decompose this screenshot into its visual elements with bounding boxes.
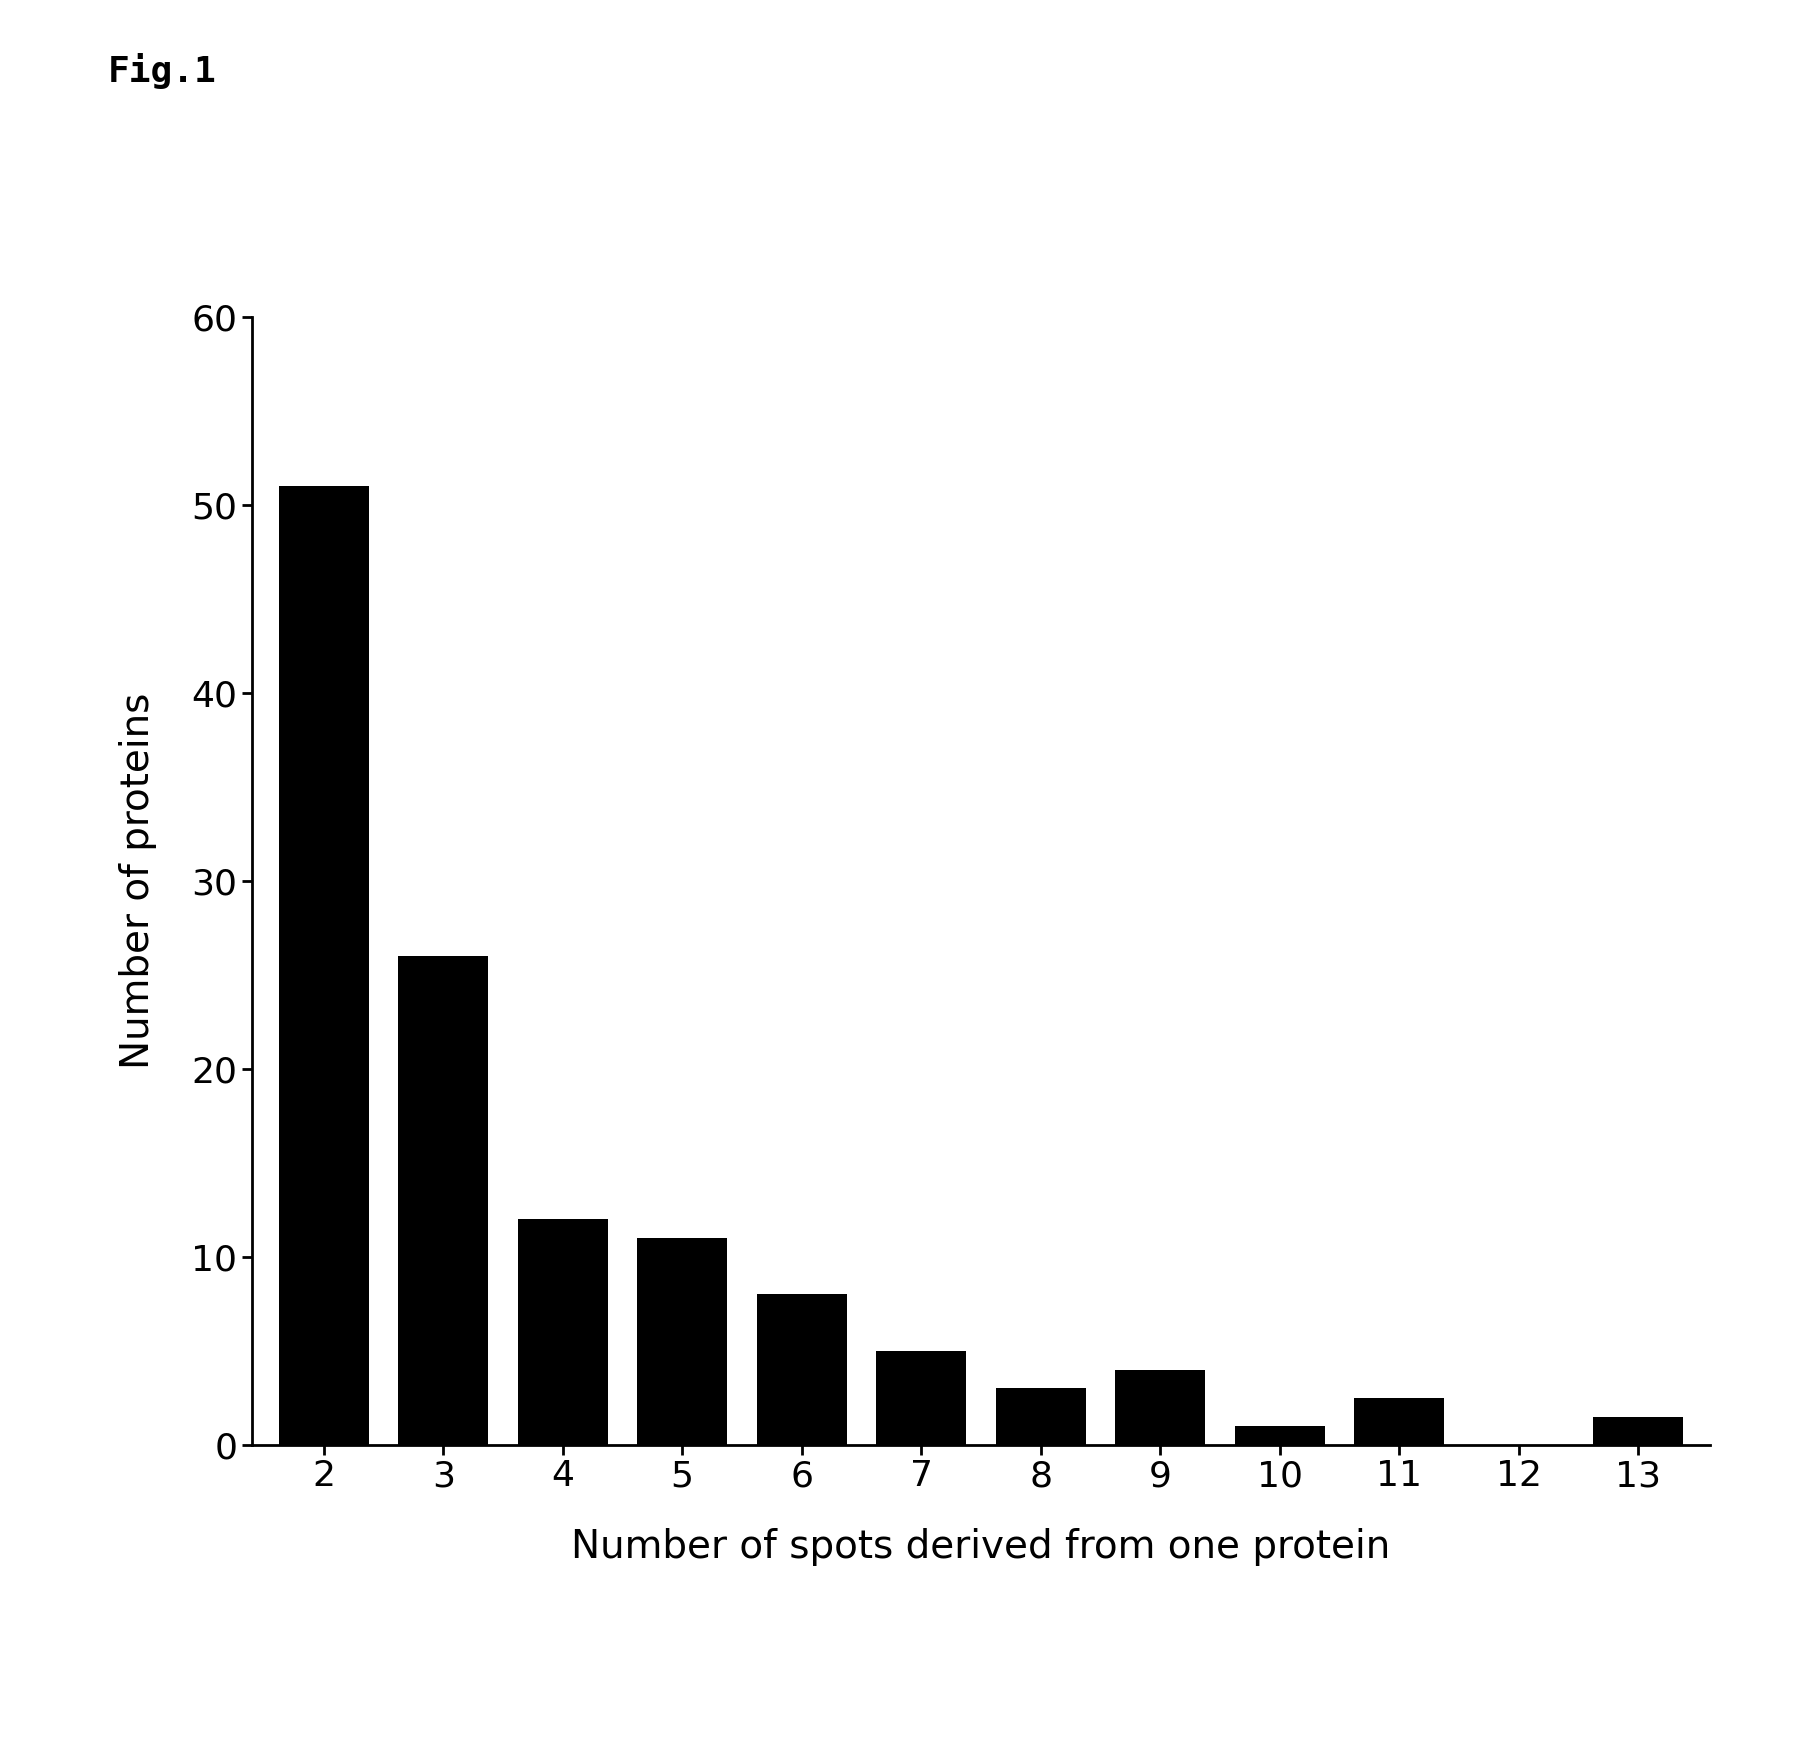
- Bar: [758, 1295, 846, 1445]
- Bar: [398, 957, 488, 1445]
- Bar: [995, 1388, 1085, 1445]
- Bar: [1235, 1425, 1325, 1445]
- Text: Fig.1: Fig.1: [108, 53, 216, 88]
- Bar: [1593, 1417, 1683, 1445]
- Bar: [518, 1219, 608, 1445]
- Bar: [637, 1239, 727, 1445]
- Bar: [1116, 1369, 1204, 1445]
- Bar: [279, 486, 369, 1445]
- Y-axis label: Number of proteins: Number of proteins: [119, 692, 157, 1070]
- Bar: [877, 1351, 967, 1445]
- Bar: [1354, 1397, 1444, 1445]
- X-axis label: Number of spots derived from one protein: Number of spots derived from one protein: [571, 1528, 1391, 1566]
